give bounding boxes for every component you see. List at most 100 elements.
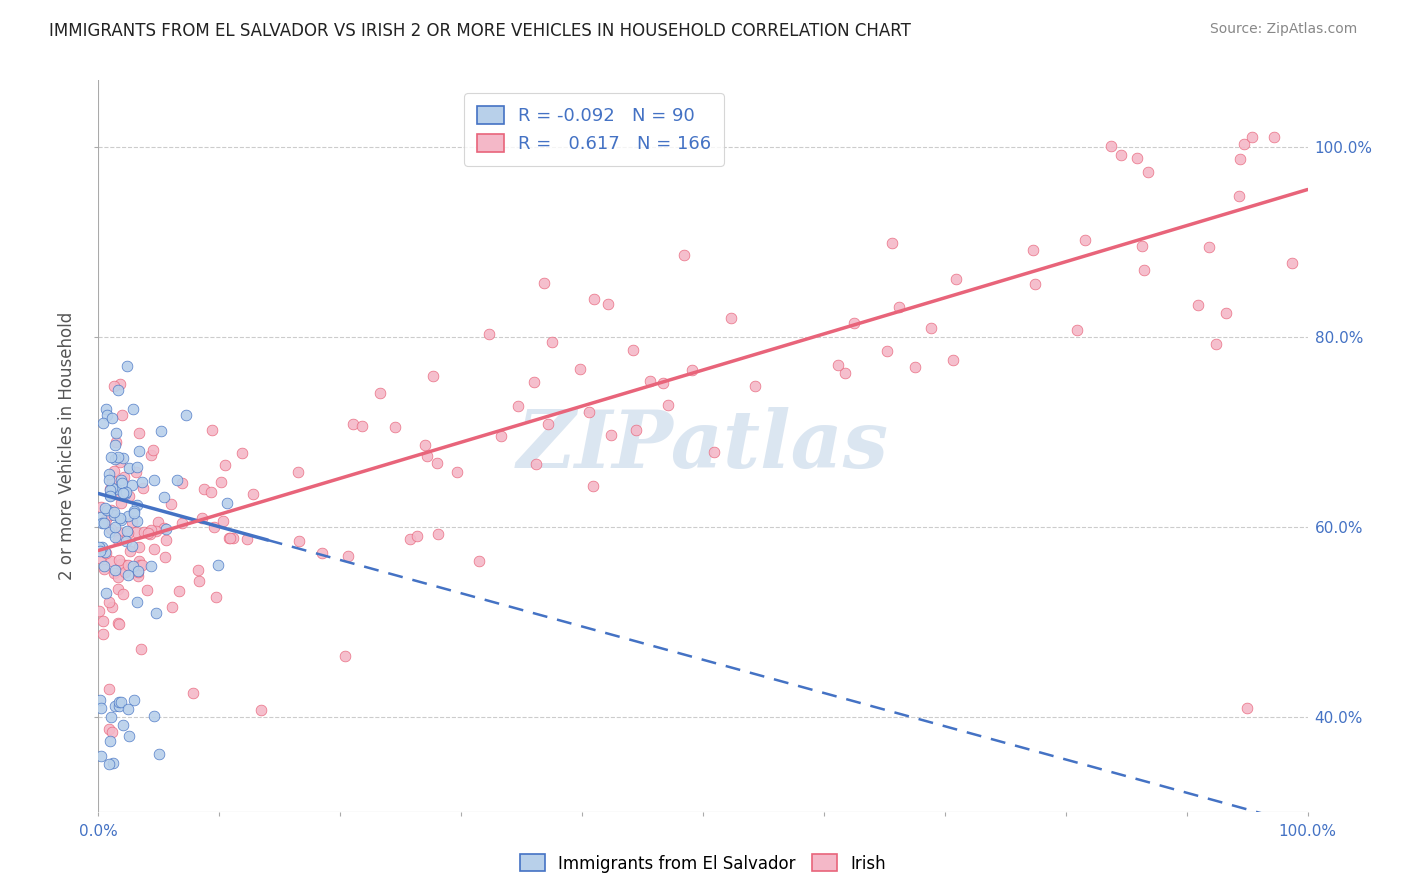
- Point: [187, 563, 209, 577]
- Point: [118, 461, 141, 475]
- Point: [200, 484, 222, 499]
- Point: [114, 485, 136, 500]
- Point: [129, 558, 152, 572]
- Point: [90, 749, 112, 764]
- Point: [1240, 130, 1263, 145]
- Point: [117, 702, 139, 716]
- Point: [107, 450, 129, 464]
- Point: [100, 522, 122, 536]
- Point: [104, 435, 127, 450]
- Point: [599, 428, 621, 442]
- Point: [97, 467, 120, 482]
- Point: [127, 569, 149, 583]
- Point: [942, 353, 965, 368]
- Point: [127, 460, 149, 475]
- Point: [103, 379, 125, 393]
- Point: [153, 520, 176, 534]
- Point: [110, 557, 132, 571]
- Point: [287, 533, 309, 548]
- Point: [104, 438, 127, 452]
- Point: [287, 465, 309, 479]
- Point: [118, 489, 141, 503]
- Text: Source: ZipAtlas.com: Source: ZipAtlas.com: [1209, 22, 1357, 37]
- Point: [1198, 240, 1220, 254]
- Point: [657, 398, 679, 412]
- Point: [201, 423, 224, 437]
- Point: [104, 487, 127, 501]
- Point: [406, 529, 429, 543]
- Point: [110, 496, 132, 510]
- Point: [104, 530, 127, 544]
- Point: [506, 399, 529, 413]
- Point: [242, 486, 264, 500]
- Point: [98, 483, 121, 498]
- Point: [1126, 151, 1149, 165]
- Point: [128, 554, 150, 568]
- Point: [207, 558, 229, 572]
- Point: [107, 570, 129, 584]
- Point: [98, 483, 121, 497]
- Point: [122, 401, 145, 416]
- Point: [110, 377, 132, 392]
- Point: [652, 376, 675, 390]
- Point: [181, 686, 204, 700]
- Text: ZIPatlas: ZIPatlas: [517, 408, 889, 484]
- Point: [93, 562, 115, 576]
- Point: [834, 366, 856, 380]
- Point: [104, 563, 127, 577]
- Point: [1227, 189, 1250, 203]
- Point: [920, 321, 942, 335]
- Point: [1215, 306, 1237, 320]
- Point: [215, 495, 238, 509]
- Point: [1022, 243, 1045, 257]
- Point: [89, 693, 111, 707]
- Point: [98, 681, 121, 696]
- Point: [91, 627, 114, 641]
- Point: [129, 642, 152, 657]
- Point: [125, 465, 148, 479]
- Point: [93, 559, 115, 574]
- Point: [398, 532, 420, 546]
- Point: [127, 499, 149, 513]
- Point: [136, 525, 159, 540]
- Point: [880, 235, 903, 250]
- Point: [117, 526, 139, 541]
- Point: [578, 405, 600, 419]
- Point: [142, 442, 165, 457]
- Point: [107, 533, 129, 547]
- Point: [153, 549, 176, 564]
- Point: [624, 423, 647, 437]
- Point: [107, 616, 129, 631]
- Point: [93, 545, 115, 559]
- Point: [170, 476, 193, 491]
- Point: [205, 590, 228, 604]
- Point: [98, 733, 121, 747]
- Point: [98, 722, 121, 736]
- Point: [523, 375, 546, 389]
- Point: [583, 292, 606, 306]
- Point: [1236, 701, 1258, 715]
- Point: [139, 448, 162, 462]
- Point: [426, 456, 449, 470]
- Point: [112, 587, 135, 601]
- Point: [160, 599, 183, 614]
- Point: [148, 516, 170, 530]
- Point: [108, 616, 131, 631]
- Point: [143, 709, 166, 723]
- Point: [103, 566, 125, 580]
- Point: [104, 519, 127, 533]
- Point: [112, 486, 135, 500]
- Point: [132, 482, 155, 496]
- Point: [96, 401, 118, 416]
- Point: [122, 507, 145, 521]
- Point: [124, 692, 146, 706]
- Point: [335, 648, 357, 663]
- Point: [131, 475, 153, 489]
- Point: [143, 473, 166, 487]
- Point: [672, 247, 695, 261]
- Point: [1233, 136, 1256, 151]
- Point: [115, 359, 138, 373]
- Point: [478, 326, 501, 341]
- Point: [122, 559, 145, 574]
- Point: [87, 604, 110, 618]
